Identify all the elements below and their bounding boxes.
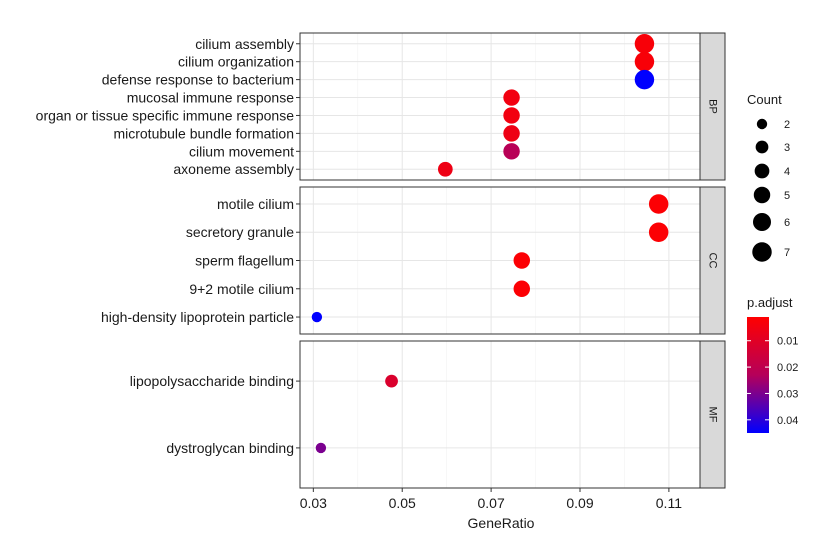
data-point <box>634 34 655 54</box>
y-tick-label: motile cilium <box>217 196 294 212</box>
y-tick-label: cilium assembly <box>195 36 294 52</box>
data-point <box>513 280 530 297</box>
y-tick-label: 9+2 motile cilium <box>189 281 294 297</box>
data-point <box>437 161 453 177</box>
panel-mf <box>300 341 700 488</box>
data-point <box>648 194 669 214</box>
count-legend-label: 5 <box>784 190 790 202</box>
data-point <box>503 143 520 160</box>
legend: Count p.adjust 2 3 4 5 6 7 0.01 0.02 0.03 0.04 <box>747 92 798 433</box>
count-legend-label: 6 <box>784 217 790 229</box>
padjust-legend-label: 0.02 <box>777 362 798 374</box>
x-tick-label: 0.07 <box>477 495 504 511</box>
count-legend-title: Count <box>747 92 782 107</box>
data-point <box>634 69 655 90</box>
plot-area: cilium assembly cilium organization defens… <box>36 32 726 489</box>
facet-strip-label: BP <box>707 99 719 114</box>
data-point <box>311 311 323 323</box>
y-tick-label: lipopolysaccharide binding <box>130 373 294 389</box>
count-legend-key <box>753 186 771 204</box>
x-axis: GeneRatio 0.03 0.05 0.07 0.09 0.11 <box>300 488 682 531</box>
y-tick-label: mucosal immune response <box>127 90 295 106</box>
panel-bp <box>300 33 700 180</box>
y-tick-label: dystroglycan binding <box>166 440 294 456</box>
data-point <box>315 442 327 454</box>
facet-strip <box>699 32 726 181</box>
padjust-legend-label: 0.03 <box>777 388 798 400</box>
data-point <box>513 252 530 269</box>
x-tick-label: 0.11 <box>656 495 682 511</box>
count-legend-label: 2 <box>784 119 790 131</box>
data-point <box>503 89 520 106</box>
count-legend-key <box>756 118 768 130</box>
padjust-legend-label: 0.04 <box>777 415 798 427</box>
y-tick-label: axoneme assembly <box>173 161 294 177</box>
y-tick-label: microtubule bundle formation <box>113 125 294 141</box>
facet-strip-label: MF <box>707 407 719 423</box>
count-legend-label: 4 <box>784 166 790 178</box>
count-legend-label: 3 <box>784 142 790 154</box>
count-legend-key <box>752 242 772 262</box>
data-point <box>634 51 655 72</box>
y-tick-label: organ or tissue specific immune response <box>36 107 295 123</box>
padjust-colorbar <box>747 317 769 433</box>
x-tick-label: 0.05 <box>389 495 416 511</box>
count-legend-label: 7 <box>784 247 790 259</box>
y-tick-label: cilium organization <box>178 54 294 70</box>
x-tick-label: 0.03 <box>300 495 327 511</box>
data-point <box>503 107 520 124</box>
x-tick-label: 0.09 <box>566 495 593 511</box>
count-legend-key <box>752 212 772 232</box>
y-tick-label: high-density lipoprotein particle <box>101 309 294 325</box>
y-tick-label: defense response to bacterium <box>102 72 294 88</box>
y-tick-label: secretory granule <box>186 224 294 240</box>
x-axis-title: GeneRatio <box>468 515 535 531</box>
count-legend-key <box>755 140 769 154</box>
data-point <box>385 374 398 388</box>
data-point <box>503 125 520 142</box>
padjust-legend-label: 0.01 <box>777 336 798 348</box>
facet-strip-label: CC <box>707 253 719 269</box>
facet-strip <box>699 340 726 489</box>
count-legend-key <box>754 163 770 179</box>
facet-strip <box>699 186 726 335</box>
padjust-legend-title: p.adjust <box>747 295 793 310</box>
data-point <box>648 222 669 242</box>
y-tick-label: sperm flagellum <box>195 253 294 269</box>
y-tick-label: cilium movement <box>189 143 294 159</box>
